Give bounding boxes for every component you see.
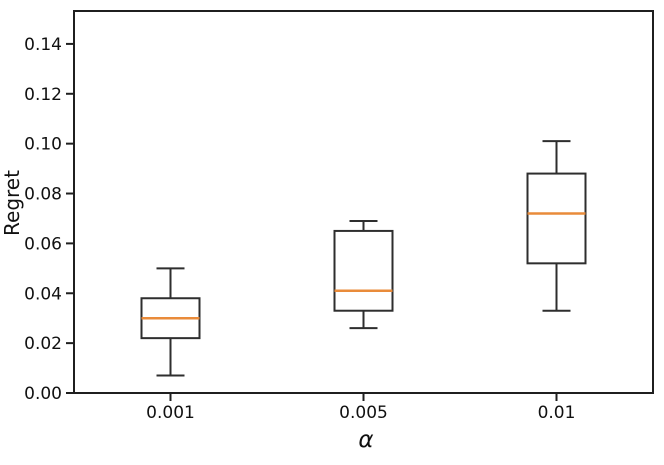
y-tick-label: 0.02: [24, 334, 62, 354]
y-axis-label: Regret: [0, 170, 24, 236]
x-tick-label: 0.01: [538, 403, 576, 423]
x-axis-label: α: [358, 427, 373, 453]
y-tick-label: 0.00: [24, 384, 62, 404]
iqr-box: [333, 229, 394, 312]
x-tick-label: 0.001: [146, 403, 195, 423]
y-tick-label: 0.14: [24, 35, 62, 55]
y-tick-label: 0.08: [24, 185, 62, 205]
x-tick-label: 0.005: [339, 403, 388, 423]
y-tick-label: 0.04: [24, 284, 62, 304]
y-tick-label: 0.10: [24, 135, 62, 155]
y-tick-label: 0.06: [24, 234, 62, 254]
iqr-box: [526, 172, 587, 265]
y-tick-label: 0.12: [24, 85, 62, 105]
plot-area: 0.00 0.02 0.04 0.06 0.08 0.10 0.12 0.14 0.001 0.0…: [24, 10, 654, 423]
